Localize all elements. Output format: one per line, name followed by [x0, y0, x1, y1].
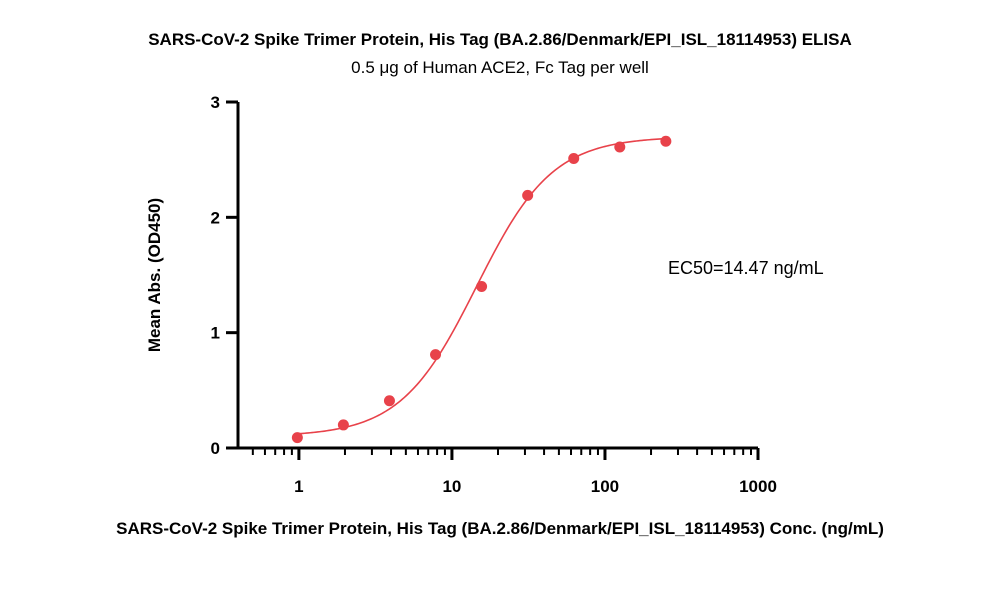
x-tick-label: 1000 [739, 477, 777, 496]
data-point [430, 349, 442, 361]
data-point [383, 395, 395, 407]
chart-title: SARS-CoV-2 Spike Trimer Protein, His Tag… [148, 30, 852, 49]
y-tick-label: 0 [211, 439, 220, 458]
data-point [337, 419, 349, 431]
fit-curve [297, 137, 666, 435]
y-tick-label: 3 [211, 93, 220, 112]
chart-subtitle: 0.5 μg of Human ACE2, Fc Tag per well [351, 58, 649, 77]
x-tick-label: 1 [294, 477, 303, 496]
data-point [568, 153, 580, 165]
data-point [614, 141, 626, 153]
fit-curve-group [297, 137, 666, 435]
data-point [522, 189, 534, 201]
y-tick-label: 1 [211, 324, 220, 343]
x-tick-label: 10 [442, 477, 461, 496]
data-points [291, 135, 672, 444]
data-point [476, 281, 488, 293]
x-tick-label: 100 [591, 477, 619, 496]
y-tick-label: 2 [211, 208, 220, 227]
axes: 0 1 2 3 1 10 100 1000 [211, 93, 777, 496]
x-axis-label: SARS-CoV-2 Spike Trimer Protein, His Tag… [116, 519, 884, 538]
ec50-annotation: EC50=14.47 ng/mL [668, 258, 824, 278]
data-point [660, 135, 672, 147]
data-point [291, 432, 303, 444]
